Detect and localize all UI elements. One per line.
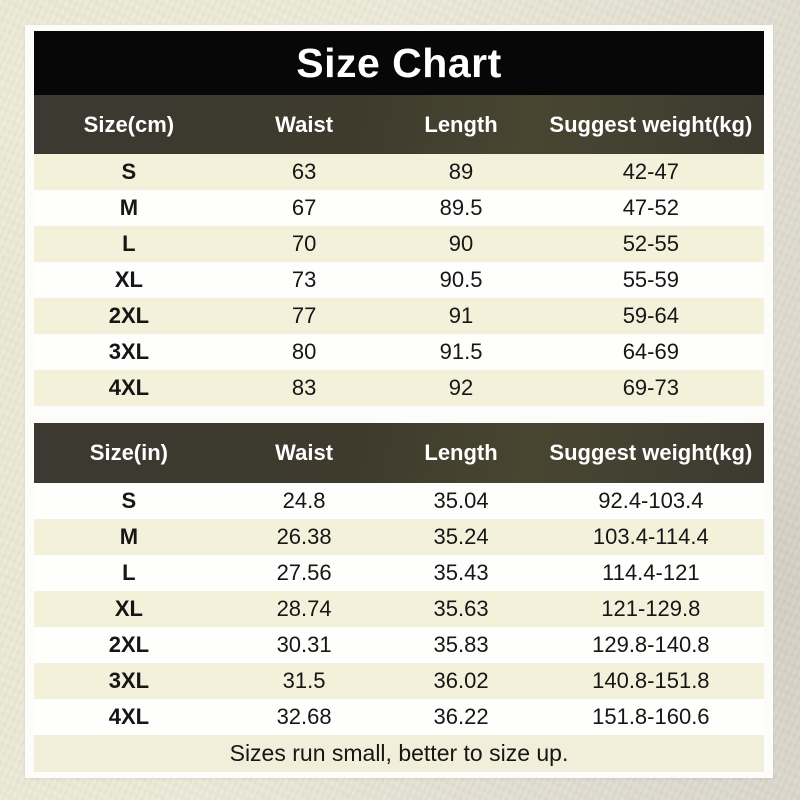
weight-cell: 114.4-121 (602, 560, 700, 585)
weight-cell: 47-52 (622, 195, 679, 220)
waist-cell: 30.31 (276, 632, 332, 657)
weight-cell: 52-55 (622, 231, 679, 256)
in-row-s: S 24.8 35.04 92.4-103.4 (34, 483, 764, 519)
size-cell: XL (114, 267, 143, 292)
page-title: Size Chart (296, 39, 502, 86)
weight-cell: 129.8-140.8 (592, 632, 710, 657)
in-header-weight: Suggest weight(kg) (549, 440, 753, 465)
weight-cell: 42-47 (622, 159, 679, 184)
size-cell: L (122, 560, 136, 585)
length-cell: 35.43 (433, 560, 489, 585)
weight-cell: 151.8-160.6 (592, 704, 710, 729)
footer-note-bar: Sizes run small, better to size up. (34, 735, 764, 772)
cm-row-s: S 63 89 42-47 (34, 154, 764, 190)
length-cell: 35.04 (433, 488, 489, 513)
length-cell: 90 (448, 231, 474, 256)
length-cell: 36.22 (433, 704, 489, 729)
waist-cell: 70 (291, 231, 317, 256)
in-row-3xl: 3XL 31.5 36.02 140.8-151.8 (34, 663, 764, 699)
length-cell: 91 (448, 303, 474, 328)
waist-cell: 28.74 (276, 596, 332, 621)
weight-cell: 69-73 (622, 375, 679, 400)
waist-cell: 27.56 (276, 560, 332, 585)
length-cell: 35.83 (433, 632, 489, 657)
weight-cell: 92.4-103.4 (598, 488, 704, 513)
cm-header-size: Size(cm) (83, 111, 175, 137)
waist-cell: 83 (291, 375, 317, 400)
cm-header-waist: Waist (275, 111, 334, 137)
waist-cell: 26.38 (276, 524, 332, 549)
size-cell: XL (114, 596, 143, 621)
in-row-2xl: 2XL 30.31 35.83 129.8-140.8 (34, 627, 764, 663)
weight-cell: 64-69 (622, 339, 679, 364)
weight-cell: 103.4-114.4 (592, 524, 709, 549)
length-cell: 89.5 (439, 195, 483, 220)
weight-cell: 59-64 (622, 303, 679, 328)
waist-cell: 77 (291, 303, 317, 328)
size-cell: 4XL (108, 375, 150, 400)
cm-row-3xl: 3XL 80 91.5 64-69 (34, 334, 764, 370)
in-row-m: M 26.38 35.24 103.4-114.4 (34, 519, 764, 555)
in-header-waist: Waist (275, 440, 334, 465)
weight-cell: 55-59 (622, 267, 679, 292)
weight-cell: 121-129.8 (601, 596, 701, 621)
size-chart-card: Size Chart Size(cm) Waist Length Suggest… (25, 25, 773, 778)
in-header-size: Size(in) (89, 440, 169, 465)
size-chart-title-bar: Size Chart (34, 31, 764, 95)
size-cell: 4XL (108, 704, 150, 729)
size-cell: L (122, 231, 136, 256)
size-cell: 2XL (108, 632, 150, 657)
table-divider (34, 406, 764, 423)
length-cell: 35.63 (433, 596, 489, 621)
length-cell: 36.02 (433, 668, 489, 693)
size-cell: S (121, 159, 137, 184)
length-cell: 92 (448, 375, 474, 400)
cm-row-2xl: 2XL 77 91 59-64 (34, 298, 764, 334)
cm-row-4xl: 4XL 83 92 69-73 (34, 370, 764, 406)
size-cell: S (121, 488, 137, 513)
cm-table-header-row: Size(cm) Waist Length Suggest weight(kg) (34, 95, 764, 154)
in-table-header-row: Size(in) Waist Length Suggest weight(kg) (34, 423, 764, 483)
cm-row-l: L 70 90 52-55 (34, 226, 764, 262)
length-cell: 89 (448, 159, 474, 184)
waist-cell: 24.8 (282, 488, 326, 513)
cm-row-xl: XL 73 90.5 55-59 (34, 262, 764, 298)
waist-cell: 32.68 (276, 704, 332, 729)
in-row-4xl: 4XL 32.68 36.22 151.8-160.6 (34, 699, 764, 735)
in-header-length: Length (424, 440, 498, 465)
cm-row-m: M 67 89.5 47-52 (34, 190, 764, 226)
size-cell: M (119, 524, 139, 549)
length-cell: 90.5 (439, 267, 483, 292)
in-row-l: L 27.56 35.43 114.4-121 (34, 555, 764, 591)
waist-cell: 80 (291, 339, 317, 364)
in-row-xl: XL 28.74 35.63 121-129.8 (34, 591, 764, 627)
waist-cell: 63 (291, 159, 317, 184)
length-cell: 91.5 (439, 339, 483, 364)
cm-header-length: Length (424, 111, 498, 137)
size-cell: 3XL (108, 339, 150, 364)
waist-cell: 67 (291, 195, 317, 220)
length-cell: 35.24 (433, 524, 489, 549)
sizing-note-text: Sizes run small, better to size up. (229, 740, 569, 766)
weight-cell: 140.8-151.8 (592, 668, 710, 693)
size-cell: M (119, 195, 139, 220)
cm-header-weight: Suggest weight(kg) (549, 111, 753, 137)
waist-cell: 73 (291, 267, 317, 292)
size-cell: 3XL (108, 668, 150, 693)
waist-cell: 31.5 (282, 668, 326, 693)
size-cell: 2XL (108, 303, 150, 328)
